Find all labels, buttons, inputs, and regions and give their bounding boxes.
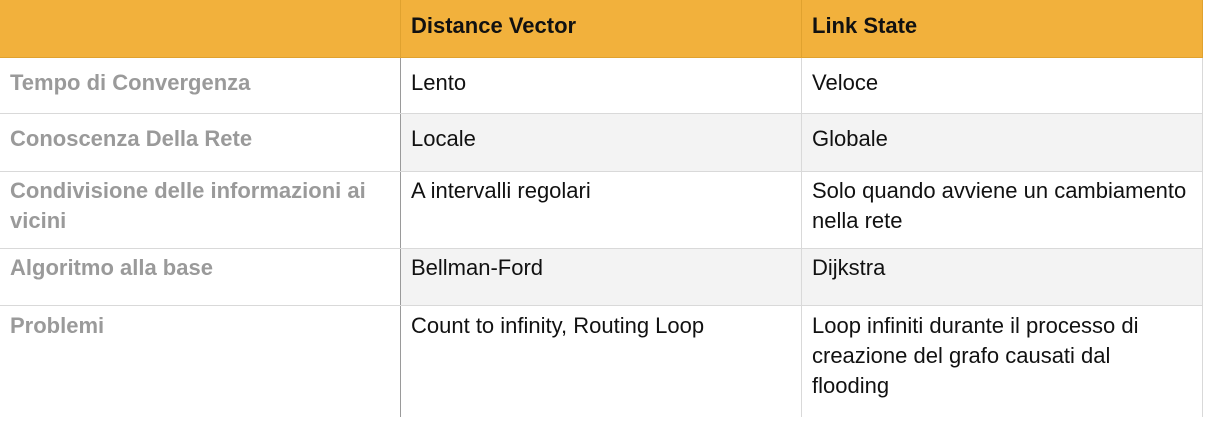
row-label: Conoscenza Della Rete: [10, 126, 253, 151]
table-cell: Loop infiniti durante il processo di cre…: [801, 306, 1203, 417]
table-row: Algoritmo alla base Bellman-Ford Dijkstr…: [0, 249, 1203, 306]
table-cell: Lento: [400, 58, 801, 113]
table-cell: Globale: [801, 114, 1203, 171]
table-row: Condivisione delle informazioni ai vicin…: [0, 172, 1203, 249]
table-row: Conoscenza Della Rete Locale Globale: [0, 114, 1203, 172]
table-row: Tempo di Convergenza Lento Veloce: [0, 58, 1203, 114]
table-cell: Bellman-Ford: [400, 249, 801, 305]
table-cell: Locale: [400, 114, 801, 171]
row-label: Problemi: [10, 313, 105, 338]
header-cell-link-state: Link State: [801, 0, 1203, 57]
row-label: Tempo di Convergenza: [10, 70, 251, 95]
header-cell-distance-vector: Distance Vector: [400, 0, 801, 57]
table-cell: Count to infinity, Routing Loop: [400, 306, 801, 417]
row-label: Algoritmo alla base: [10, 255, 213, 280]
table-header-row: Distance Vector Link State: [0, 0, 1203, 58]
table-cell: Dijkstra: [801, 249, 1203, 305]
table-cell: A intervalli regolari: [400, 172, 801, 248]
table-row: Problemi Count to infinity, Routing Loop…: [0, 306, 1203, 417]
row-label: Condivisione delle informazioni ai vicin…: [10, 178, 366, 233]
header-cell-empty: [0, 0, 400, 57]
table-cell: Veloce: [801, 58, 1203, 113]
table-cell: Solo quando avviene un cambiamento nella…: [801, 172, 1203, 248]
